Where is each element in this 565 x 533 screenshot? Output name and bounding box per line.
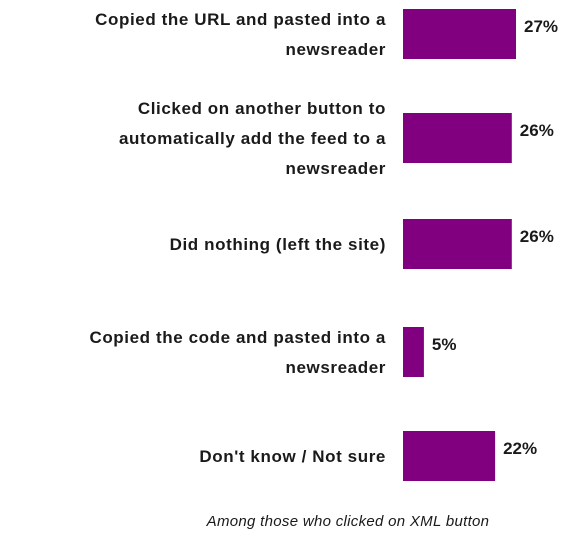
bar-3 (403, 219, 512, 269)
bar-2 (403, 113, 512, 163)
category-label-3: Did nothing (left the site) (170, 235, 386, 254)
value-label-2: 26% (520, 121, 554, 140)
category-label-line: Copied the URL and pasted into a (95, 10, 386, 29)
category-label-line: Copied the code and pasted into a (89, 328, 386, 347)
value-label-5: 22% (503, 439, 537, 458)
bar-1 (403, 9, 516, 59)
category-label-4: Copied the code and pasted into a newsrea… (89, 328, 386, 377)
category-label-line: newsreader (286, 358, 387, 377)
value-label-4: 5% (432, 335, 457, 354)
bar-5 (403, 431, 496, 481)
chart-footnote: Among those who clicked on XML button (206, 513, 490, 530)
category-label-1: Copied the URL and pasted into a newsread… (95, 10, 386, 59)
category-label-line: newsreader (286, 159, 387, 178)
bar-4 (403, 327, 424, 377)
category-label-5: Don't know / Not sure (199, 447, 386, 466)
value-labels: 27% 26% 26% 5% 22% (432, 17, 558, 458)
category-label-line: Clicked on another button to (138, 99, 386, 118)
category-label-line: Don't know / Not sure (199, 447, 386, 466)
bars (403, 9, 516, 481)
value-label-1: 27% (524, 17, 558, 36)
category-label-line: automatically add the feed to a (119, 129, 386, 148)
category-label-line: newsreader (286, 40, 387, 59)
category-label-2: Clicked on another button to automaticall… (119, 99, 386, 178)
category-label-line: Did nothing (left the site) (170, 235, 386, 254)
value-label-3: 26% (520, 227, 554, 246)
category-labels: Copied the URL and pasted into a newsread… (89, 10, 386, 466)
